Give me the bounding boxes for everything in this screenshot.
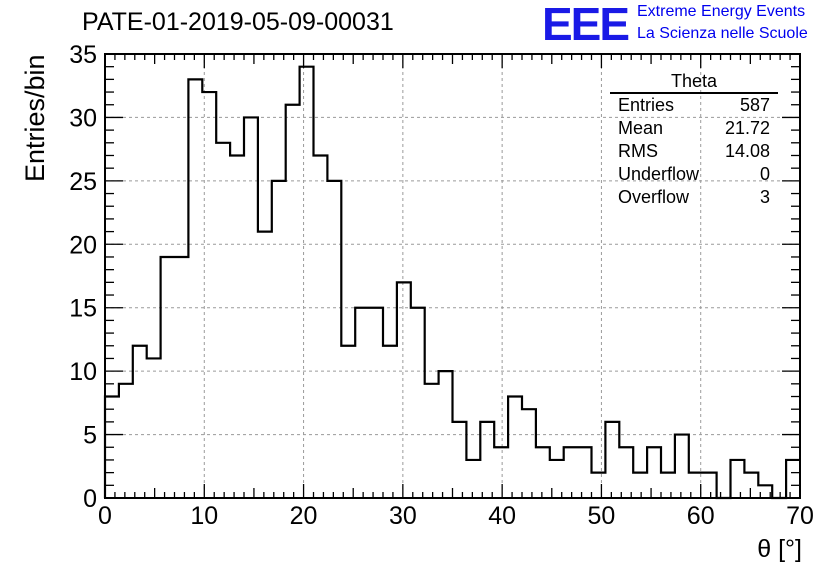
- logo-text: EEE: [542, 0, 630, 50]
- histogram-bin: [466, 460, 480, 498]
- y-axis-label: Entries/bin: [20, 54, 50, 182]
- histogram-bin: [161, 257, 175, 498]
- histogram-bin: [425, 384, 439, 498]
- plot-frame: [104, 53, 801, 499]
- y-tick-label: 10: [69, 358, 97, 386]
- x-tick-label: 40: [488, 502, 516, 530]
- y-tick-label: 20: [69, 231, 97, 259]
- histogram-bin: [731, 460, 745, 498]
- histogram-bin: [675, 435, 689, 498]
- y-tick-label: 25: [69, 168, 97, 196]
- histogram-bin: [578, 447, 592, 498]
- stats-row-underflow: Underflow 0: [610, 163, 778, 186]
- histogram-bin: [703, 473, 717, 498]
- x-tick-label: 30: [389, 502, 417, 530]
- histogram-bin: [605, 422, 619, 498]
- histogram-bin: [439, 371, 453, 498]
- histogram-bin: [369, 308, 383, 498]
- y-tick-label: 35: [69, 41, 97, 69]
- histogram-bin: [272, 181, 286, 498]
- histogram-bin: [453, 422, 467, 498]
- x-tick-label: 0: [98, 502, 112, 530]
- histogram-bin: [383, 346, 397, 498]
- stats-box: Theta Entries 587 Mean 21.72 RMS 14.08 U…: [610, 71, 778, 209]
- histogram-bin: [147, 358, 161, 498]
- stats-value: 0: [759, 164, 770, 184]
- histogram-bin: [327, 181, 341, 498]
- eee-logo: EEE: [542, 1, 630, 47]
- stats-value: 14.08: [724, 141, 770, 161]
- stats-value: 21.72: [724, 118, 770, 138]
- x-tick-label: 20: [290, 502, 318, 530]
- logo-caption-line1: Extreme Energy Events: [637, 3, 806, 20]
- x-tick-label: 70: [786, 502, 814, 530]
- histogram-bin: [286, 105, 300, 498]
- histogram-bin: [300, 67, 314, 498]
- histogram-bin: [230, 155, 244, 498]
- histogram-bin: [314, 155, 328, 498]
- y-tick-label: 0: [83, 485, 97, 513]
- histogram-bin: [619, 447, 633, 498]
- histogram-bin: [411, 308, 425, 498]
- histogram-bin: [592, 473, 606, 498]
- histogram-bin: [341, 346, 355, 498]
- x-tick-label: 10: [190, 502, 218, 530]
- x-tick-label: 50: [588, 502, 616, 530]
- x-axis-label: θ [°]: [757, 535, 802, 563]
- y-tick-label: 15: [69, 295, 97, 323]
- x-tick-label: 60: [687, 502, 715, 530]
- histogram-bin: [188, 79, 202, 498]
- histogram-bin: [133, 346, 147, 498]
- stats-title: Theta: [610, 71, 778, 94]
- histogram-bin: [355, 308, 369, 498]
- histogram-bin: [633, 473, 647, 498]
- histogram-bin: [216, 143, 230, 498]
- histogram-bin: [522, 409, 536, 498]
- histogram-bin: [786, 460, 800, 498]
- stats-row-overflow: Overflow 3: [610, 186, 778, 209]
- y-tick-label: 5: [83, 422, 97, 450]
- grid-lines: [105, 54, 800, 498]
- histogram-bin: [744, 473, 758, 498]
- histogram-bin: [536, 447, 550, 498]
- histogram-bin: [661, 473, 675, 498]
- stats-label: Entries: [618, 95, 675, 115]
- histogram-bin: [480, 422, 494, 498]
- histogram-bin: [175, 257, 189, 498]
- logo-caption-line2: La Scienza nelle Scuole: [637, 25, 808, 42]
- stats-row-entries: Entries 587: [610, 94, 778, 117]
- stats-row-mean: Mean 21.72: [610, 117, 778, 140]
- stats-value: 587: [739, 95, 770, 115]
- histogram-bin: [494, 447, 508, 498]
- histogram-bin: [119, 384, 133, 498]
- histogram-bin: [564, 447, 578, 498]
- histogram-step-line: [103, 65, 800, 500]
- histogram-bin: [647, 447, 661, 498]
- run-title: PATE-01-2019-05-09-00031: [82, 8, 394, 36]
- stats-label: Overflow: [618, 187, 690, 207]
- histogram-bin: [508, 397, 522, 498]
- stats-label: Mean: [618, 118, 664, 138]
- y-tick-label: 30: [69, 104, 97, 132]
- stats-value: 3: [759, 187, 770, 207]
- histogram-bin: [258, 232, 272, 498]
- stats-label: RMS: [618, 141, 658, 161]
- stats-row-rms: RMS 14.08: [610, 140, 778, 163]
- histogram-bin: [397, 282, 411, 498]
- stats-label: Underflow: [618, 164, 700, 184]
